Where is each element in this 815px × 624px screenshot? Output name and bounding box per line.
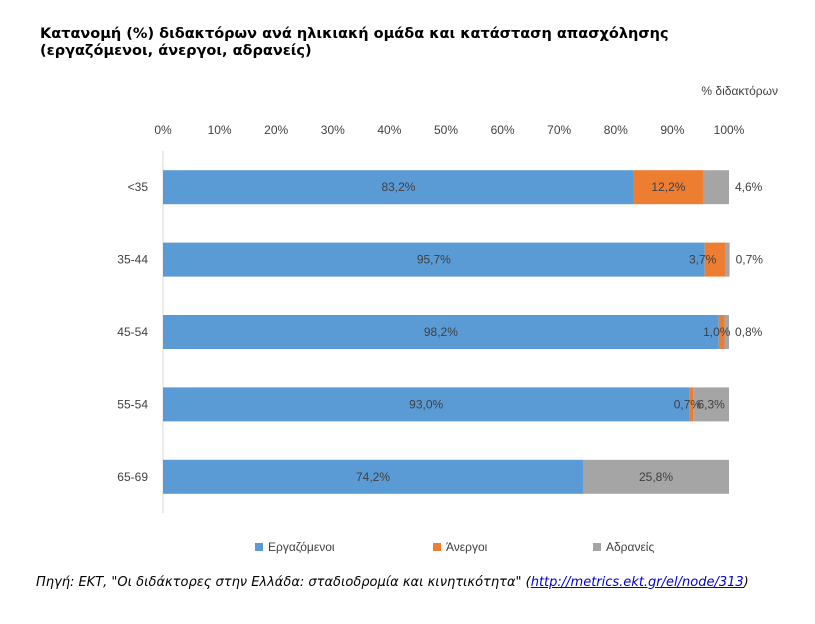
bar-segment [582,459,729,494]
x-tick-label: 90% [660,123,684,137]
x-tick-label: 20% [264,123,288,137]
bar-segment [163,387,690,422]
x-tick-label: 100% [714,123,745,137]
legend-item: Εργαζόμενοι [255,540,335,554]
data-label: 74,2% [356,470,390,484]
legend-swatch [255,543,263,551]
legend-item: Αδρανείς [593,540,654,554]
legend-item: Άνεργοι [433,540,487,554]
category-label: 45-54 [117,325,148,339]
x-tick-label: 60% [491,123,515,137]
bar-segment [725,242,730,277]
data-label: 4,6% [735,180,763,194]
bar-segment [704,242,726,277]
bar-segment [724,315,729,349]
bar-segment [163,170,634,205]
data-label: 83,2% [381,180,415,194]
x-tick-label: 10% [208,123,232,137]
data-label: 98,2% [424,325,458,339]
category-label: 55-54 [117,397,148,411]
legend-label: Άνεργοι [446,540,488,554]
data-label: 93,0% [409,397,443,411]
data-label: 6,3% [697,397,725,411]
chart-legend: Εργαζόμενοι Άνεργοι Αδρανείς [0,540,815,556]
bar-segment [163,242,705,277]
bar-segment [633,170,703,205]
data-label: 12,2% [651,180,685,194]
bar-segment [693,387,729,422]
source-suffix: ) [743,575,749,590]
x-tick-label: 80% [604,123,628,137]
data-label: 0,8% [735,325,763,339]
data-label: 0,7% [736,253,764,267]
chart-title: Κατανομή (%) διδακτόρων ανά ηλικιακή ομά… [40,26,669,59]
legend-swatch [433,543,441,551]
category-label: <35 [128,180,149,194]
data-label: 95,7% [417,253,451,267]
category-label: 65-69 [117,470,148,484]
bar-segment [718,315,725,349]
x-tick-label: 0% [154,123,172,137]
category-label: 35-44 [117,253,148,267]
stacked-bar-chart: 0% 10% 20% 30% 40% 50% 60% 70% 80% 90% 100% <35 35-… [117,123,764,513]
data-label: 1,0% [703,325,731,339]
x-tick-label: 30% [321,123,345,137]
data-label: 3,7% [689,253,717,267]
bar-segment [163,315,719,349]
x-tick-label: 40% [377,123,401,137]
source-note: Πηγή: ΕΚΤ, "Οι διδάκτορες στην Ελλάδα: σ… [36,575,749,590]
x-tick-label: 50% [434,123,458,137]
source-link[interactable]: http://metrics.ekt.gr/el/node/313 [530,575,744,590]
x-axis-unit-label: % διδακτόρων [701,84,778,98]
data-label: 25,8% [639,470,673,484]
bar-segment [702,170,729,205]
x-tick-label: 70% [547,123,571,137]
legend-swatch [593,543,601,551]
bar-segment [163,459,583,494]
legend-label: Εργαζόμενοι [268,540,335,554]
source-prefix: Πηγή: ΕΚΤ, "Οι διδάκτορες στην Ελλάδα: σ… [36,575,531,590]
data-label: 0,7% [674,397,702,411]
bar-segment [689,387,694,422]
legend-label: Αδρανείς [606,540,655,554]
